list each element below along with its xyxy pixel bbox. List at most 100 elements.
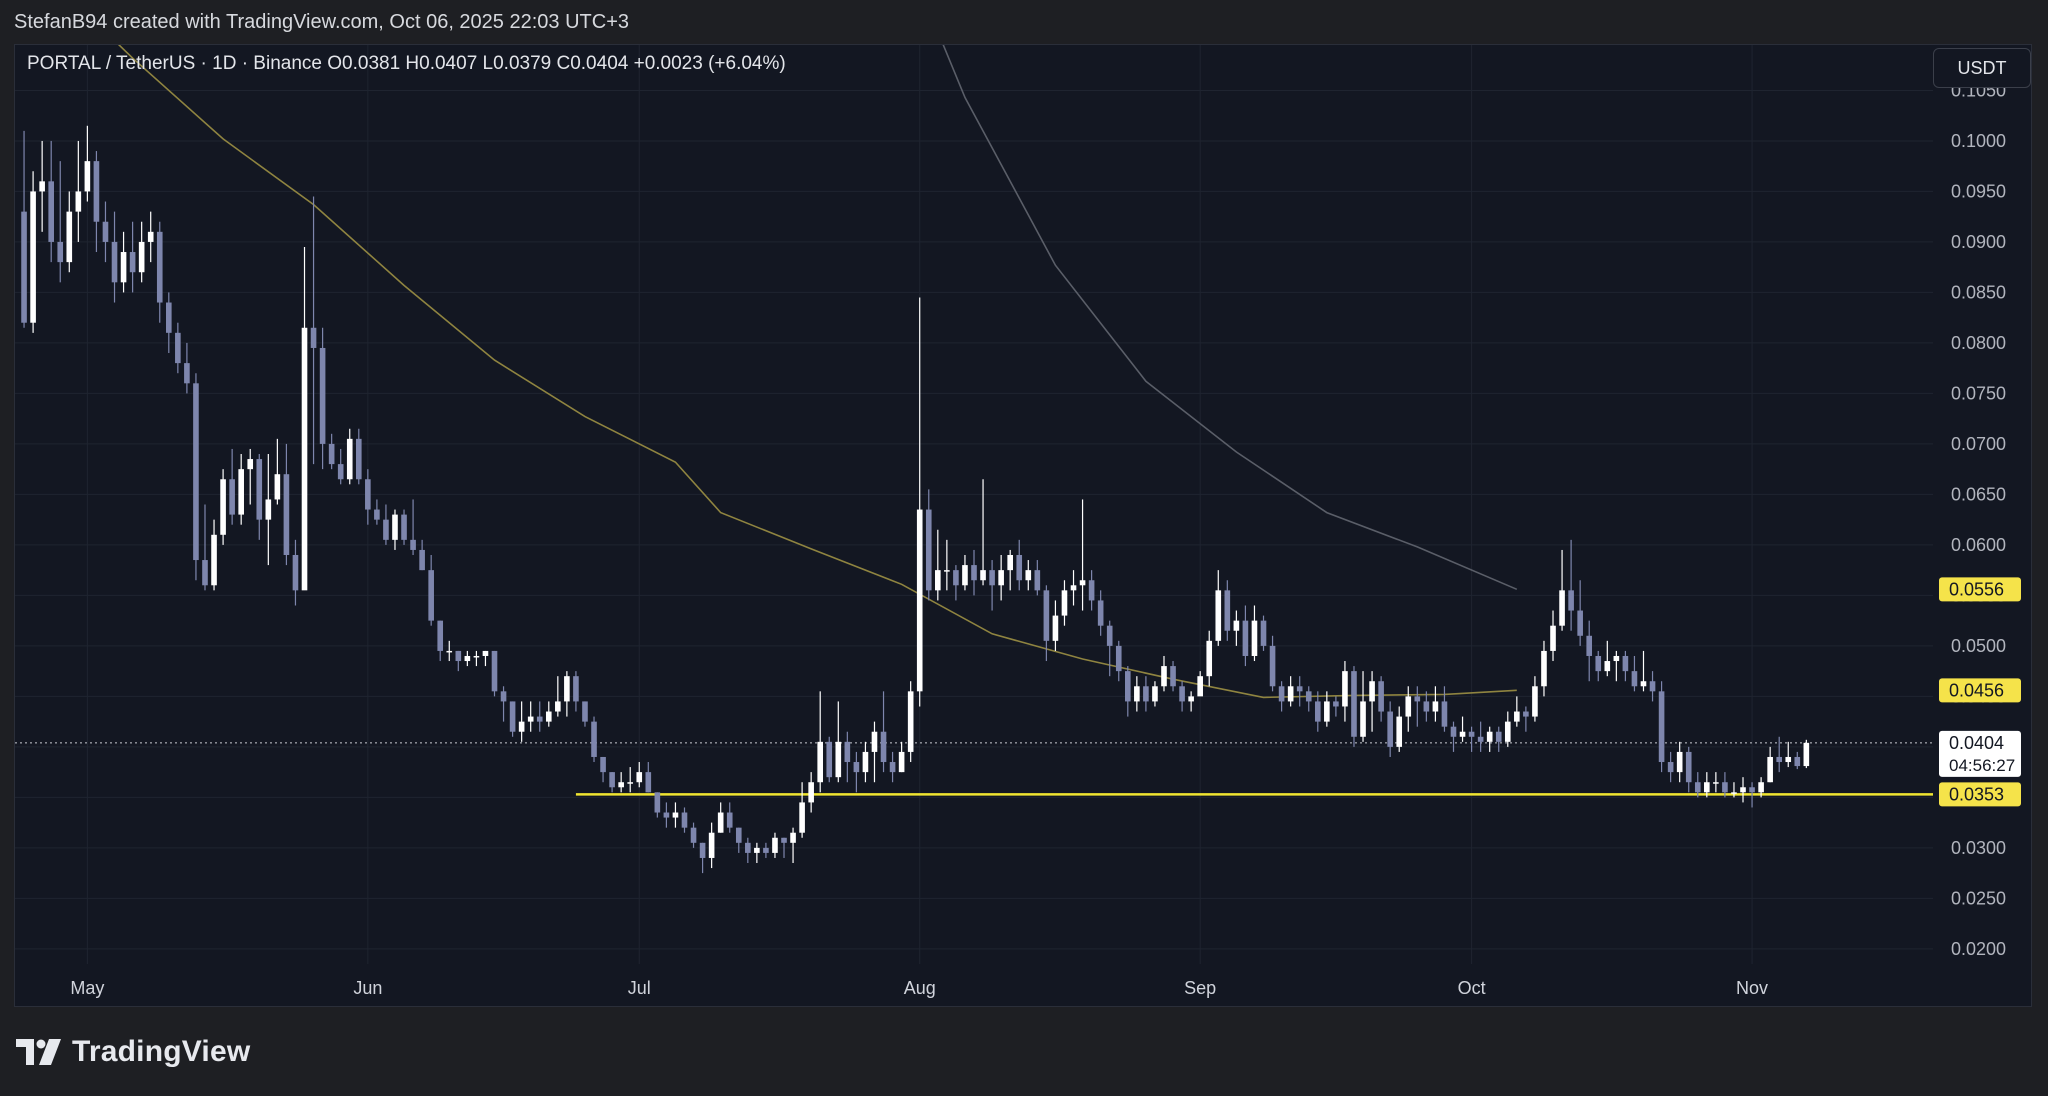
candle-body	[1640, 681, 1647, 687]
candle-body	[1767, 756, 1773, 783]
candle-body	[1550, 625, 1556, 651]
candle-body	[292, 554, 299, 591]
candle-body	[835, 741, 842, 778]
candle-body	[636, 772, 643, 783]
candle-body	[337, 464, 344, 480]
price-chart[interactable]: 0.10500.10000.09500.09000.08500.08000.07…	[15, 45, 2031, 1006]
candle-body	[1405, 696, 1412, 717]
tradingview-brand[interactable]: TradingView	[16, 1032, 250, 1072]
y-tick-label: 0.0650	[1951, 484, 2006, 504]
candle-body	[374, 509, 380, 520]
candle-body	[1070, 585, 1077, 591]
candle-body	[1369, 681, 1375, 702]
countdown-text: 04:56:27	[1949, 756, 2015, 775]
x-tick-label: May	[70, 978, 104, 998]
candle-body	[1188, 696, 1194, 702]
candle-body	[1360, 701, 1366, 737]
candle-body	[21, 211, 27, 323]
candle-body	[1197, 676, 1203, 697]
candle-body	[663, 812, 670, 818]
candle-body	[853, 762, 860, 773]
candle-body	[1043, 590, 1050, 641]
candle-body	[1731, 792, 1737, 794]
candle-body	[1758, 782, 1764, 793]
candle-body	[57, 241, 64, 263]
candle-body	[1631, 671, 1638, 687]
y-tick-label: 0.0600	[1951, 535, 2006, 555]
candle-body	[1179, 686, 1185, 702]
candle-body	[1504, 721, 1511, 742]
candle-body	[1523, 711, 1529, 717]
candle-body	[781, 837, 787, 843]
candle-body	[980, 570, 986, 581]
candle-body	[1088, 580, 1095, 601]
candle-body	[102, 221, 109, 242]
x-tick-label: Jun	[353, 978, 382, 998]
y-tick-label: 0.0700	[1951, 434, 2006, 454]
candle-body	[1541, 650, 1547, 687]
candle-body	[1016, 554, 1023, 581]
y-tick-label: 0.0250	[1951, 888, 2006, 908]
candle-body	[518, 721, 525, 732]
current-price-box	[1939, 730, 2021, 777]
candle-body	[1604, 661, 1611, 672]
price-label-text: 0.0456	[1949, 680, 2004, 700]
candle-body	[1206, 640, 1213, 677]
candle-body	[817, 741, 824, 783]
candle-body	[129, 252, 136, 273]
candle-body	[410, 539, 416, 550]
candle-body	[763, 847, 769, 853]
candle-body	[1532, 686, 1538, 717]
candle-body	[953, 570, 959, 586]
candle-body	[1613, 655, 1620, 662]
candle-body	[473, 655, 480, 658]
candle-body	[446, 650, 453, 653]
candle-body	[1025, 570, 1032, 581]
candle-body	[1749, 787, 1755, 793]
candle-body	[618, 782, 624, 788]
candle-body	[265, 499, 272, 520]
y-tick-label: 0.1000	[1951, 131, 2006, 151]
y-tick-label: 0.0900	[1951, 232, 2006, 252]
candle-body	[437, 620, 444, 651]
candle-body	[1152, 686, 1158, 702]
candle-body	[1432, 701, 1439, 712]
chart-frame[interactable]: 0.1050 0.1000 0.0950 0.0900 0.0850 0.0800 0.07…	[14, 44, 2032, 1007]
candle-body	[319, 347, 326, 444]
candle-body	[1396, 716, 1403, 747]
candle-body	[1333, 701, 1339, 707]
candle-body	[826, 741, 833, 778]
candle-body	[582, 701, 588, 722]
candle-body	[708, 832, 715, 858]
price-label-box	[1939, 577, 2021, 602]
candle-body	[355, 438, 362, 480]
candle-body	[428, 570, 434, 621]
y-tick-label: 0.0850	[1951, 282, 2006, 302]
price-label-text: 0.0556	[1949, 579, 2004, 599]
candle-body	[1314, 701, 1321, 722]
candle-body	[1441, 701, 1448, 727]
candle-body	[1667, 762, 1674, 773]
candle-body	[184, 363, 190, 384]
candle-body	[790, 832, 796, 843]
candle-body	[120, 252, 127, 283]
candle-body	[962, 565, 968, 586]
tradingview-logo-icon	[16, 1039, 61, 1065]
candle-body	[889, 762, 896, 773]
candle-body	[1658, 691, 1665, 763]
candle-body	[672, 812, 679, 818]
y-tick-label: 0.0300	[1951, 838, 2006, 858]
candle-body	[1287, 686, 1294, 702]
currency-button[interactable]: USDT	[1933, 48, 2031, 88]
candle-body	[1170, 666, 1176, 687]
candle-body	[1468, 731, 1475, 737]
candle-body	[1097, 600, 1104, 626]
candle-body	[1115, 645, 1122, 672]
candle-body	[365, 479, 371, 510]
candle-body	[1052, 615, 1059, 641]
candle-body	[609, 772, 615, 788]
candle-body	[491, 650, 498, 692]
candle-body	[1079, 580, 1086, 586]
candle-body	[862, 751, 869, 773]
candle-body	[1124, 671, 1131, 702]
